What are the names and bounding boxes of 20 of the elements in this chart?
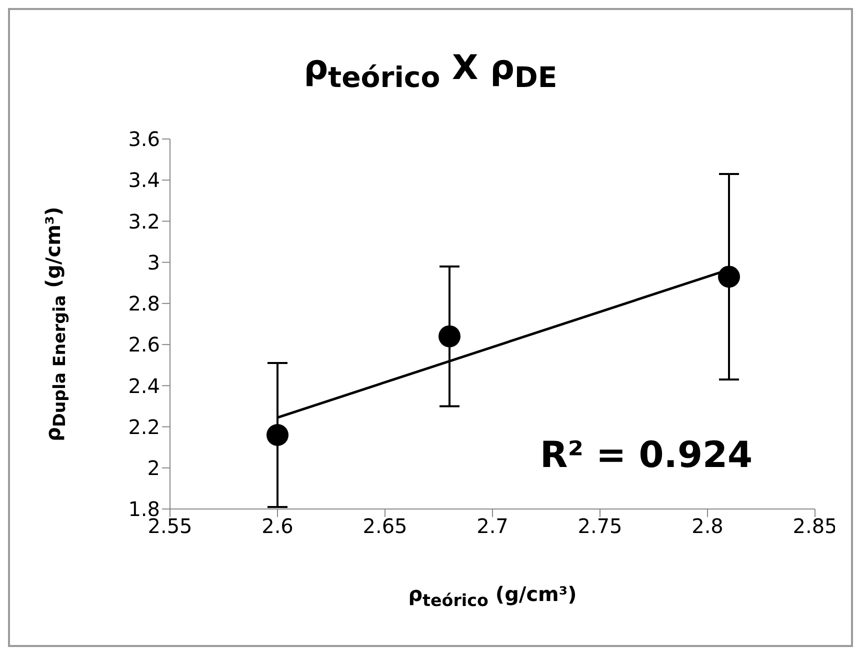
point [266,424,288,446]
y-tick-label: 2.4 [128,374,160,398]
x-tick-label: 2.6 [262,514,294,538]
y-tick-label: 3.6 [128,127,160,152]
x-tick-label: 2.75 [578,514,622,538]
x-axis-title: ρ$_{teórico}$ (g/cm³) [407,582,578,610]
annotation: R² = 0.924 [540,435,753,476]
x-tick-label: 2.8 [692,514,724,538]
y-tick-label: 3 [147,250,160,274]
y-tick-label: 2.6 [128,332,160,357]
y-tick-label: 3.4 [128,168,160,192]
y-tick-label: 2.2 [128,414,160,439]
chart-title: ρ$_{teórico}$ X ρ$_{DE}$ [302,48,558,94]
point [718,266,740,288]
x-tick-label: 2.65 [362,514,408,538]
y-tick-label: 3.2 [128,209,160,234]
y-tick-label: 2 [147,456,160,480]
x-tick-label: 2.7 [476,514,508,538]
y-tick-label: 2.8 [128,292,160,316]
point [438,325,460,348]
